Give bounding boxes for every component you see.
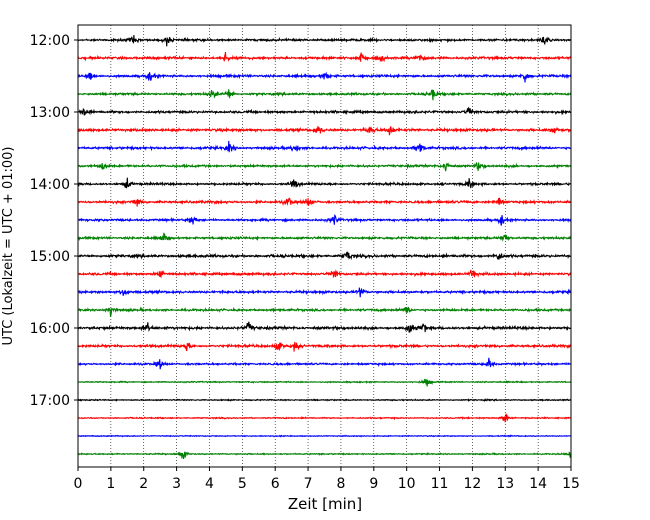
x-tick-label: 7 xyxy=(304,476,313,492)
x-tick-label: 8 xyxy=(336,476,345,492)
x-tick-label: 11 xyxy=(431,476,449,492)
x-tick-label: 9 xyxy=(369,476,378,492)
x-tick-label: 10 xyxy=(398,476,416,492)
trace-line xyxy=(77,321,572,333)
y-axis-label: UTC (Lokalzeit = UTC + 01:00) xyxy=(1,147,16,346)
x-tick-label: 6 xyxy=(271,476,280,492)
y-tick-label: 15:00 xyxy=(30,249,70,265)
trace-line xyxy=(77,140,572,153)
x-axis-label: Zeit [min] xyxy=(288,495,362,513)
trace-line xyxy=(77,306,572,318)
x-tick-label: 4 xyxy=(205,476,214,492)
x-axis-ticks: 0 1 2 3 4 5 6 7 8 9 10 11 12 13 14 15 xyxy=(74,467,580,492)
trace-line xyxy=(77,126,572,136)
y-tick-label: 12:00 xyxy=(30,33,70,49)
trace-line xyxy=(77,413,572,423)
trace-line xyxy=(77,214,572,226)
y-tick-label: 14:00 xyxy=(30,177,70,193)
x-tick-label: 0 xyxy=(74,476,83,492)
x-tick-label: 15 xyxy=(562,476,580,492)
x-tick-label: 2 xyxy=(139,476,148,492)
x-tick-label: 5 xyxy=(238,476,247,492)
x-tick-label: 3 xyxy=(172,476,181,492)
trace-line xyxy=(77,162,572,172)
trace-line xyxy=(77,177,572,189)
trace-line xyxy=(77,35,572,47)
trace-line xyxy=(77,51,572,63)
trace-line xyxy=(77,341,572,352)
trace-line xyxy=(77,434,572,438)
y-tick-label: 16:00 xyxy=(30,321,70,337)
x-tick-label: 14 xyxy=(529,476,547,492)
trace-line xyxy=(77,397,572,403)
x-tick-label: 12 xyxy=(463,476,481,492)
plot-frame xyxy=(77,24,572,468)
trace-line xyxy=(77,106,572,116)
y-axis-ticks: 12:00 13:00 14:00 15:00 16:00 17:00 xyxy=(30,33,78,409)
trace-line xyxy=(77,232,572,242)
y-tick-label: 13:00 xyxy=(30,105,70,121)
trace-line xyxy=(77,251,572,261)
trace-line xyxy=(77,197,572,207)
trace-line xyxy=(77,269,572,279)
trace-line xyxy=(77,451,572,460)
trace-line xyxy=(77,357,572,370)
trace-line xyxy=(77,287,572,298)
trace-line xyxy=(77,89,572,101)
trace-line xyxy=(77,378,572,387)
seismic-traces xyxy=(77,35,572,460)
x-tick-label: 13 xyxy=(496,476,514,492)
x-tick-label: 1 xyxy=(106,476,115,492)
y-tick-label: 17:00 xyxy=(30,393,70,409)
trace-line xyxy=(77,71,572,83)
